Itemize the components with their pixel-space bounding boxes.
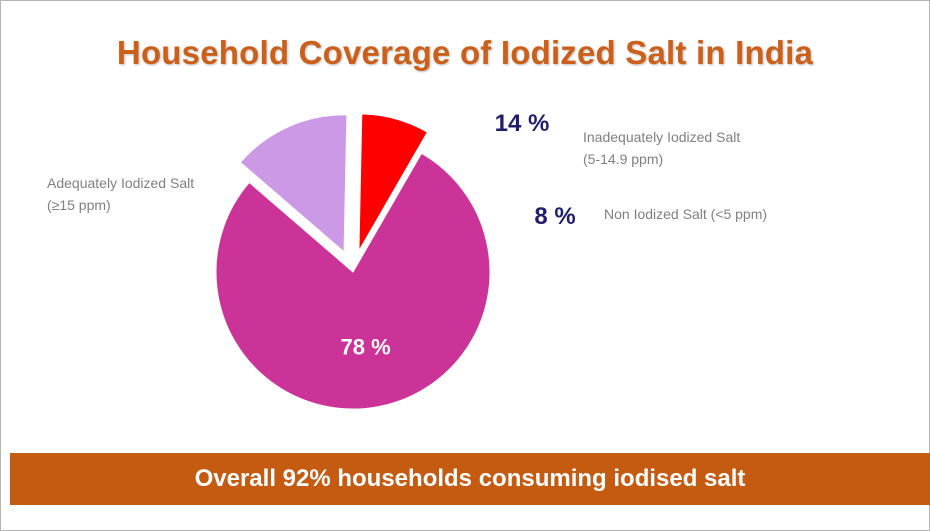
category-label-inadequate-name: Inadequately Iodized Salt [583,129,741,145]
category-label-inadequate: Inadequately Iodized Salt (5-14.9 ppm) [583,126,740,170]
value-label-inadequate: 14 % [495,110,550,137]
pie-slice-non-iodized [358,113,429,252]
category-label-adequate: Adequately Iodized Salt (≥15 ppm) [47,172,194,216]
value-label-non-iodized: 8 % [534,203,575,230]
summary-banner: Overall 92% households consuming iodised… [10,453,930,505]
summary-banner-text: Overall 92% households consuming iodised… [194,465,746,492]
category-label-non-iodized-name: Non Iodized Salt (<5 ppm) [604,206,768,222]
category-label-non-iodized: Non Iodized Salt (<5 ppm) [604,203,767,225]
chart-title: Household Coverage of Iodized Salt in In… [116,34,814,71]
pie-slice-inadequate [239,114,348,253]
category-label-inadequate-range: (5-14.9 ppm) [583,151,664,167]
pie-slice-adequate [215,152,491,410]
category-label-adequate-name: Adequately Iodized Salt [47,175,195,191]
category-label-adequate-range: (≥15 ppm) [47,197,111,213]
value-label-adequate: 78 % [340,334,390,359]
